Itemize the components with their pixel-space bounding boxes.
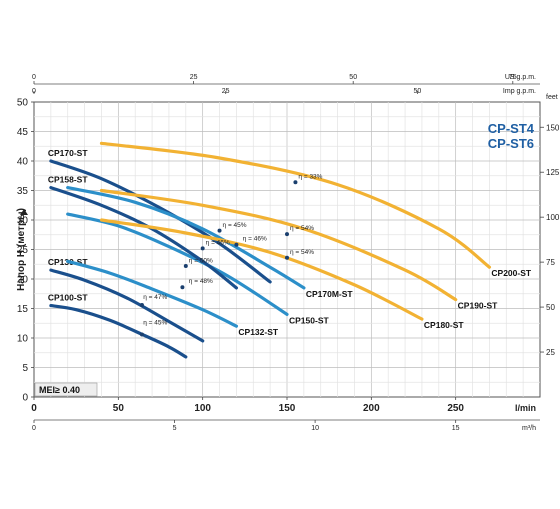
series-label-cp180-st: CP180-ST bbox=[424, 320, 464, 330]
series-line-cp100-st bbox=[49, 304, 188, 359]
y-tick-label-ft: 50 bbox=[546, 303, 555, 312]
series-line-cp170m-st bbox=[66, 186, 306, 290]
y-tick-label-m: 20 bbox=[17, 275, 29, 286]
efficiency-label: η = 54% bbox=[290, 225, 314, 232]
efficiency-label: η = 54% bbox=[290, 249, 314, 256]
y-tick-label-m: 25 bbox=[17, 245, 29, 256]
efficiency-marker bbox=[234, 242, 239, 247]
series-label-cp170m-st: CP170M-ST bbox=[306, 289, 354, 299]
y-tick-label-m: 10 bbox=[17, 334, 29, 345]
x-tick-label-imp: 50 bbox=[413, 88, 421, 95]
x-tick-label-m3h: 15 bbox=[452, 425, 460, 432]
x-tick-label-m3h: 0 bbox=[32, 425, 36, 432]
efficiency-marker bbox=[180, 285, 185, 290]
series-line-cp200-st bbox=[99, 141, 491, 269]
y-tick-label-ft: 150 bbox=[546, 123, 560, 132]
y-tick-label-m: 5 bbox=[22, 363, 28, 374]
series-label-cp150-st: CP150-ST bbox=[289, 315, 329, 325]
y-tick-label-m: 35 bbox=[17, 186, 29, 197]
y-axis-arrow-icon bbox=[20, 209, 28, 215]
x-tick-label-lmin: 250 bbox=[447, 403, 464, 414]
series-label-cp190-st: CP190-ST bbox=[458, 301, 498, 311]
series-label-cp200-st: CP200-ST bbox=[491, 268, 531, 278]
series-line-cp190-st bbox=[99, 188, 458, 302]
mei-label: MEI≥ 0.40 bbox=[39, 385, 80, 395]
x-axis-label-lmin: l/min bbox=[515, 403, 536, 413]
x-tick-label-lmin: 100 bbox=[194, 403, 211, 414]
x-tick-label-us: 75 bbox=[509, 74, 517, 81]
x-tick-label-m3h: 5 bbox=[173, 425, 177, 432]
efficiency-marker bbox=[285, 232, 289, 237]
series-label-cp158-st: CP158-ST bbox=[48, 175, 88, 185]
series-label-cp100-st: CP100-ST bbox=[48, 293, 88, 303]
efficiency-label: η = 46% bbox=[206, 240, 230, 247]
efficiency-marker bbox=[293, 180, 298, 185]
mei-box bbox=[34, 382, 98, 397]
x-axis-label-m3h: m³/h bbox=[522, 425, 536, 432]
efficiency-marker bbox=[285, 255, 289, 260]
chart-title-line: CP-ST4 bbox=[488, 121, 535, 136]
efficiency-label: η = 47% bbox=[143, 294, 167, 301]
efficiency-label: η = 50% bbox=[189, 257, 213, 264]
annotation-layer: η = 33% η = 54% η = 54% η = 45% η = 46% η = 4… bbox=[139, 174, 323, 337]
y-tick-label-ft: 75 bbox=[546, 258, 555, 267]
series-line-cp132-st bbox=[66, 259, 238, 328]
x-tick-label-us: 25 bbox=[190, 74, 198, 81]
series-line-cp180-st bbox=[99, 218, 424, 321]
series-line-cp130-st bbox=[49, 268, 205, 343]
y-tick-label-m: 15 bbox=[17, 304, 29, 315]
efficiency-marker bbox=[200, 246, 205, 251]
y-tick-label-ft: 125 bbox=[546, 168, 560, 177]
efficiency-marker bbox=[217, 228, 222, 233]
x-tick-label-m3h: 10 bbox=[311, 425, 319, 432]
series-line-cp170-st bbox=[49, 159, 272, 284]
x-tick-label-lmin: 150 bbox=[279, 403, 296, 414]
y-tick-label-ft: 25 bbox=[546, 348, 555, 357]
y-tick-label-m: 50 bbox=[17, 98, 29, 109]
x-axis-label-imp: Imp g.p.m. bbox=[503, 88, 536, 95]
efficiency-marker bbox=[139, 332, 144, 337]
y-axis-label: Напор H (метры) bbox=[16, 208, 27, 291]
efficiency-label: η = 45% bbox=[143, 319, 167, 326]
efficiency-label: η = 46% bbox=[243, 236, 267, 243]
x-tick-label-lmin: 200 bbox=[363, 403, 380, 414]
x-tick-label-lmin: 0 bbox=[31, 403, 37, 414]
y-tick-label-m: 45 bbox=[17, 127, 29, 138]
y-axis-label-right: feet bbox=[546, 94, 558, 101]
series-layer: CP100-STCP130-STCP132-STCP150-STCP158-ST… bbox=[48, 141, 532, 359]
x-tick-label-us: 50 bbox=[349, 74, 357, 81]
y-tick-label-m: 30 bbox=[17, 216, 29, 227]
series-label-cp132-st: CP132-ST bbox=[238, 327, 278, 337]
grid-layer bbox=[33, 101, 541, 398]
y-tick-label-ft: 100 bbox=[546, 213, 560, 222]
series-label-cp170-st: CP170-ST bbox=[48, 148, 88, 158]
x-tick-label-lmin: 50 bbox=[113, 403, 125, 414]
efficiency-label: η = 48% bbox=[189, 278, 213, 285]
x-tick-label-us: 0 bbox=[32, 74, 36, 81]
x-axis-label-us: US g.p.m. bbox=[505, 74, 536, 81]
y-tick-label-m: 40 bbox=[17, 157, 29, 168]
efficiency-label: η = 33% bbox=[298, 174, 322, 181]
y-tick-label-m: 0 bbox=[22, 393, 28, 404]
efficiency-marker bbox=[139, 302, 144, 307]
x-tick-label-imp: 0 bbox=[32, 88, 36, 95]
efficiency-label: η = 45% bbox=[223, 222, 247, 229]
efficiency-marker bbox=[183, 264, 188, 269]
x-tick-label-imp: 25 bbox=[222, 88, 230, 95]
chart-title-line: CP-ST6 bbox=[488, 136, 534, 151]
